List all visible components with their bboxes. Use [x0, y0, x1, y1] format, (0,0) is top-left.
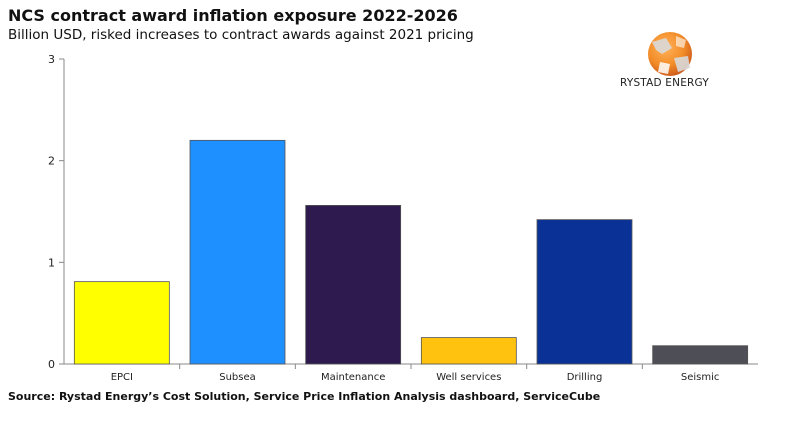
- y-tick-label: 2: [48, 155, 55, 168]
- x-tick-label: Seismic: [681, 372, 720, 383]
- y-tick-label: 1: [48, 256, 55, 269]
- y-tick-label: 0: [48, 358, 55, 371]
- bar-subsea: [189, 139, 286, 365]
- chart-labels: 0 1 2 3 EPCI Subsea Maintenance Well services Dr…: [48, 53, 719, 383]
- x-tick-label: Subsea: [219, 372, 256, 383]
- x-tick-label: Maintenance: [321, 372, 385, 383]
- x-tick-label: Drilling: [567, 372, 603, 383]
- chart-subtitle: Billion USD, risked increases to contrac…: [8, 27, 474, 43]
- x-tick-label: EPCI: [111, 372, 133, 383]
- y-tick-label: 3: [48, 53, 55, 66]
- bar-drilling: [536, 219, 633, 365]
- bar-seismic: [652, 345, 749, 365]
- chart-bars: [73, 139, 749, 365]
- source-note: Source: Rystad Energy’s Cost Solution, S…: [8, 390, 601, 403]
- chart-axes: [59, 58, 758, 369]
- logo-text: RYSTAD ENERGY: [620, 77, 709, 89]
- bar-epci: [73, 281, 170, 365]
- bar-well-services: [420, 337, 517, 365]
- x-tick-label: Well services: [436, 372, 501, 383]
- chart-title: NCS contract award inflation exposure 20…: [8, 6, 458, 25]
- rystad-energy-logo-icon: [648, 32, 692, 76]
- bar-maintenance: [305, 204, 402, 365]
